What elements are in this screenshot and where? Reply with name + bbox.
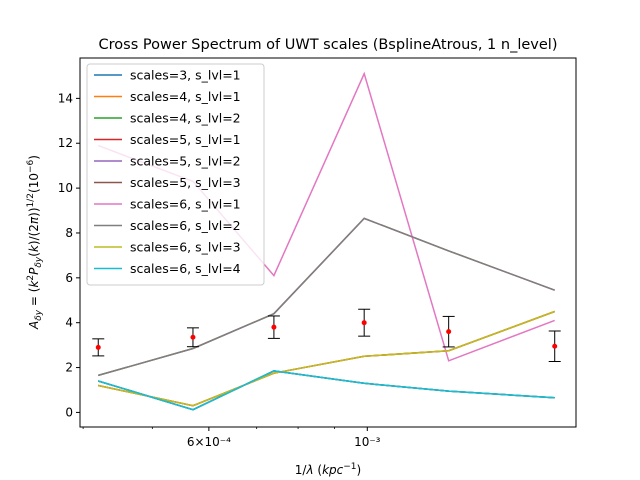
data-point <box>446 329 452 335</box>
data-point <box>95 344 101 350</box>
y-tick-label: 12 <box>58 136 73 150</box>
data-point <box>361 320 367 326</box>
y-tick-label: 10 <box>58 181 73 195</box>
errorbar-point <box>548 330 561 362</box>
series-line-9 <box>98 310 555 407</box>
legend-entry-label: scales=6, s_lvl=2 <box>130 218 241 233</box>
data-point <box>271 324 277 330</box>
y-tick-label: 6 <box>65 271 73 285</box>
y-tick-label: 4 <box>65 316 73 330</box>
plot-frame <box>79 57 577 428</box>
errorbar-point <box>358 308 371 337</box>
y-axis-label: Aδy = (k2Pδy(k)/(2π))1/2(10−6) <box>26 155 44 330</box>
data-point <box>552 343 558 349</box>
errorbar-point <box>186 327 199 348</box>
legend-entry-label: scales=5, s_lvl=3 <box>130 175 241 190</box>
x-tick-label: 10⁻³ <box>354 435 381 449</box>
data-point <box>190 334 196 340</box>
x-tick-label: 6×10⁻⁴ <box>187 435 231 449</box>
plot-area <box>92 71 561 411</box>
y-tick-label: 0 <box>65 405 73 419</box>
errorbar-point <box>92 338 105 357</box>
errorbar-point <box>267 315 280 339</box>
chart-title: Cross Power Spectrum of UWT scales (Bspl… <box>99 37 558 53</box>
series-line-10 <box>97 370 555 411</box>
legend-entry-label: scales=4, s_lvl=2 <box>130 111 241 126</box>
legend-entry-label: scales=5, s_lvl=1 <box>130 132 241 147</box>
y-tick-label: 2 <box>65 361 73 375</box>
series-line-8 <box>97 217 555 377</box>
errorbar-point <box>442 315 455 348</box>
y-axis: 0 2 4 6 8 10 12 14 <box>58 91 80 419</box>
y-tick-label: 8 <box>65 226 73 240</box>
legend-box <box>86 63 265 286</box>
legend-entry-label: scales=6, s_lvl=1 <box>130 197 241 212</box>
legend: scales=3, s_lvl=1 scales=4, s_lvl=1scales… <box>86 63 265 286</box>
x-axis: 6×10⁻⁴ 10⁻³ <box>82 427 381 449</box>
legend-entry-label: scales=6, s_lvl=3 <box>130 240 241 255</box>
legend-entry-label: scales=6, s_lvl=4 <box>130 261 241 276</box>
y-tick-label: 14 <box>58 91 73 105</box>
legend-entry-label: scales=5, s_lvl=2 <box>130 154 241 169</box>
legend-entry-label: scales=3, s_lvl=1 <box>130 68 241 83</box>
legend-entry-label: scales=4, s_lvl=1 <box>130 89 241 104</box>
